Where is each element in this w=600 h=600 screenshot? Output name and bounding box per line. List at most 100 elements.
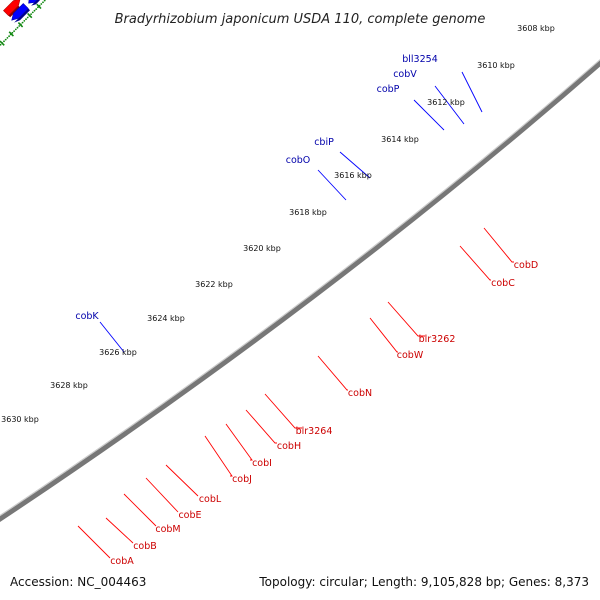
gene-label-cobC: cobC bbox=[491, 278, 515, 289]
genome-backbone bbox=[0, 58, 600, 523]
minor-tick bbox=[21, 21, 24, 24]
major-tick bbox=[36, 3, 42, 10]
leader-reverse bbox=[434, 85, 465, 125]
leader-forward bbox=[483, 227, 514, 263]
gene-label-blr3262: blr3262 bbox=[419, 334, 456, 345]
minor-tick bbox=[30, 13, 32, 16]
minor-tick bbox=[3, 40, 5, 43]
leader-forward bbox=[204, 435, 233, 477]
leader-reverse bbox=[339, 151, 371, 179]
leader-reverse bbox=[413, 99, 445, 131]
gene-label-blr3264: blr3264 bbox=[296, 426, 333, 437]
kbp-label: 3608 kbp bbox=[517, 24, 555, 33]
gene-label-cobE: cobE bbox=[178, 510, 201, 521]
gene-label-cobN: cobN bbox=[348, 388, 372, 399]
gene-blue-1-side bbox=[14, 8, 30, 23]
minor-tick bbox=[16, 26, 19, 29]
leader-reverse bbox=[99, 321, 125, 353]
minor-tick bbox=[13, 30, 16, 32]
leader-forward bbox=[369, 317, 398, 353]
gene-label-cobJ: cobJ bbox=[232, 474, 252, 485]
kbp-label: 3616 kbp bbox=[334, 171, 372, 180]
kbp-labels: 3608 kbp 3610 kbp 3612 kbp 3614 kbp 3616 kbp… bbox=[1, 24, 555, 424]
kbp-label: 3618 kbp bbox=[289, 208, 327, 217]
leader-reverse bbox=[461, 71, 483, 113]
minor-tick bbox=[4, 38, 7, 41]
gene-label-cobA: cobA bbox=[110, 556, 134, 567]
leader-forward bbox=[77, 525, 111, 559]
minor-tick bbox=[31, 11, 34, 14]
leader-forward bbox=[145, 477, 179, 513]
backbone-highlight bbox=[0, 58, 600, 517]
gene-label-cbiP: cbiP bbox=[314, 137, 334, 148]
leader-forward bbox=[165, 464, 199, 497]
leader-forward bbox=[123, 493, 157, 527]
kbp-label: 3622 kbp bbox=[195, 280, 233, 289]
minor-tick bbox=[0, 43, 2, 46]
gene-label-cobO: cobO bbox=[286, 155, 311, 166]
accession-text: Accession: NC_004463 bbox=[10, 575, 146, 589]
kbp-label: 3620 kbp bbox=[243, 244, 281, 253]
kbp-label: 3610 kbp bbox=[477, 61, 515, 70]
leader-forward bbox=[317, 355, 348, 391]
gene-label-cobH: cobH bbox=[277, 441, 301, 452]
minor-tick bbox=[37, 6, 39, 9]
minor-tick bbox=[14, 28, 17, 31]
gene-blue-1-face bbox=[11, 3, 29, 21]
minor-tick bbox=[43, 0, 46, 2]
gene-features bbox=[3, 0, 40, 23]
gene-label-cobD: cobD bbox=[514, 260, 538, 271]
gene-label-cobP: cobP bbox=[377, 84, 400, 95]
gene-label-cobM: cobM bbox=[155, 524, 180, 535]
leader-forward bbox=[245, 409, 277, 444]
leader-forward bbox=[225, 423, 253, 461]
kbp-label: 3614 kbp bbox=[381, 135, 419, 144]
gene-label-cobW: cobW bbox=[397, 350, 424, 361]
gene-blue-2-face bbox=[28, 0, 38, 4]
kbp-label: 3612 kbp bbox=[427, 98, 465, 107]
gene-red-1-face bbox=[3, 0, 21, 17]
major-tick bbox=[27, 12, 33, 19]
tick-marks bbox=[0, 0, 46, 46]
minor-tick bbox=[35, 8, 38, 11]
gene-label-cobL: cobL bbox=[199, 494, 222, 505]
minor-tick bbox=[42, 1, 44, 4]
map-title: Bradyrhizobium japonicum USDA 110, compl… bbox=[115, 12, 486, 27]
leader-reverse bbox=[317, 169, 347, 201]
leader-forward bbox=[387, 301, 425, 337]
minor-tick bbox=[33, 9, 36, 12]
backbone-line bbox=[0, 59, 600, 523]
gene-label-cobV: cobV bbox=[393, 69, 417, 80]
gene-label-cobI: cobI bbox=[252, 458, 272, 469]
minor-tick bbox=[26, 16, 29, 19]
gene-blue-2-side bbox=[31, 0, 40, 6]
gene-label-cobB: cobB bbox=[133, 541, 157, 552]
gene-red-1 bbox=[3, 0, 21, 18]
gene-blue-1 bbox=[11, 3, 30, 23]
kbp-label: 3628 kbp bbox=[50, 381, 88, 390]
minor-tick bbox=[8, 35, 11, 38]
minor-tick bbox=[18, 25, 21, 27]
gene-label-bll3254: bll3254 bbox=[402, 54, 438, 65]
minor-tick bbox=[11, 31, 14, 34]
major-tick bbox=[17, 22, 24, 28]
leader-forward bbox=[459, 245, 491, 281]
leader-forward bbox=[264, 393, 302, 429]
minor-tick bbox=[6, 37, 9, 39]
gene-label-cobK: cobK bbox=[75, 311, 99, 322]
gene-blue-2 bbox=[28, 0, 40, 6]
minor-tick bbox=[23, 20, 26, 22]
leader-forward bbox=[105, 517, 134, 544]
minor-tick bbox=[25, 18, 27, 21]
label-leaders bbox=[77, 71, 514, 559]
minor-tick bbox=[40, 3, 43, 5]
major-tick bbox=[0, 40, 5, 46]
gene-red-1-side bbox=[8, 5, 21, 18]
kbp-label: 3624 kbp bbox=[147, 314, 185, 323]
major-tick bbox=[8, 31, 14, 37]
genome-summary-text: Topology: circular; Length: 9,105,828 bp… bbox=[258, 575, 589, 589]
kbp-label: 3630 kbp bbox=[1, 415, 39, 424]
kbp-label: 3626 kbp bbox=[99, 348, 137, 357]
